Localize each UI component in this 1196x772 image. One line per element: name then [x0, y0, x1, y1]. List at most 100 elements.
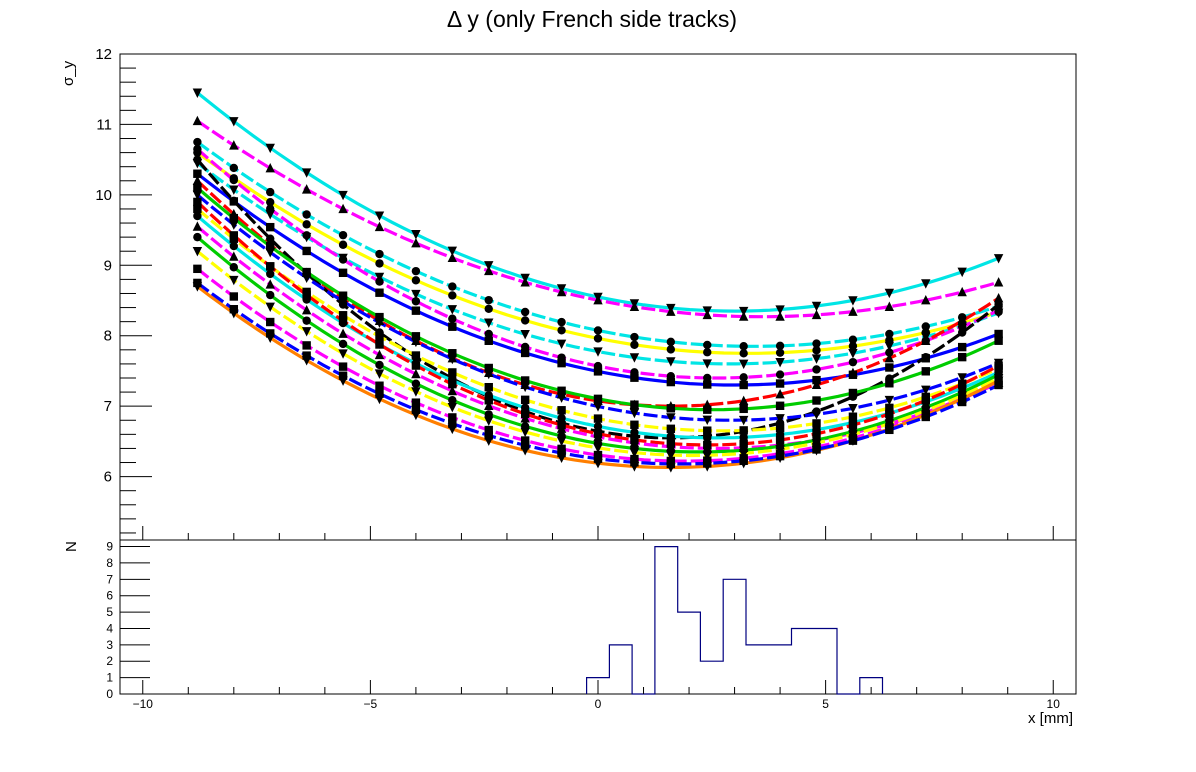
y-axis-label-bottom: N	[63, 541, 80, 552]
data-point-s17-p6	[411, 398, 421, 407]
data-point-s19-p13	[666, 459, 676, 469]
data-point-s9-p13	[666, 404, 676, 413]
data-point-s11-p5	[375, 332, 384, 341]
data-point-s4-p9	[520, 330, 530, 340]
data-point-s10-p9	[520, 382, 530, 393]
data-point-s0-p2	[265, 143, 275, 154]
data-point-s12-p12	[630, 428, 639, 437]
data-point-s5-p5	[375, 277, 384, 286]
data-point-s3-p10	[557, 326, 566, 335]
data-point-s1-p19	[884, 301, 895, 311]
data-point-s1-p10	[556, 286, 567, 297]
data-point-s16-p10	[556, 436, 567, 447]
bottom-y-tick-label-3: 3	[106, 638, 113, 652]
data-point-s11-p6	[411, 351, 421, 360]
data-point-s6-p19	[885, 363, 894, 372]
top-y-tick-label-3: 9	[104, 257, 112, 274]
data-point-s16-p0	[192, 247, 203, 257]
data-point-s10-p15	[738, 415, 749, 426]
data-point-s10-p0	[192, 190, 203, 201]
data-point-s2-p12	[630, 332, 639, 342]
data-point-s13-p19	[885, 409, 894, 419]
data-point-s5-p7	[448, 314, 457, 323]
data-point-s9-p15	[739, 404, 748, 414]
data-point-s8-p22	[994, 300, 1003, 309]
x-tick-label-3: 5	[822, 697, 829, 711]
data-point-s9-p3	[302, 267, 311, 277]
data-point-s16-p4	[338, 349, 348, 359]
data-point-s12-p13	[666, 431, 676, 441]
data-point-s3-p15	[739, 349, 748, 358]
data-point-s0-p18	[848, 296, 858, 306]
data-point-s6-p10	[557, 358, 566, 368]
data-point-s2-p6	[411, 266, 421, 276]
data-point-s11-p4	[338, 311, 348, 320]
data-point-s19-p5	[375, 389, 384, 398]
data-point-s6-p0	[193, 169, 202, 178]
data-point-s9-p18	[848, 388, 858, 398]
bottom-plot-frame	[119, 539, 1077, 695]
data-point-s11-p16	[775, 423, 785, 433]
data-point-s14-p7	[447, 385, 458, 396]
data-point-s4-p14	[702, 359, 712, 369]
data-point-s0-p5	[374, 211, 385, 221]
data-point-s7-p15	[738, 395, 749, 406]
data-point-s1-p6	[411, 237, 421, 248]
data-point-s1-p11	[593, 295, 603, 305]
data-point-s13-p0	[193, 197, 202, 207]
data-point-s19-p12	[630, 458, 639, 467]
data-point-s5-p4	[338, 255, 348, 264]
data-point-s6-p16	[775, 379, 785, 388]
data-point-s3-p13	[666, 345, 676, 354]
bottom-y-tick-label-2: 2	[106, 654, 113, 668]
data-point-s15-p7	[448, 395, 457, 405]
data-point-s4-p15	[738, 359, 749, 369]
data-point-s4-p11	[593, 347, 603, 357]
data-point-s17-p4	[338, 362, 348, 371]
data-point-s6-p2	[266, 222, 275, 232]
data-point-s9-p7	[448, 349, 457, 358]
data-point-s6-p15	[739, 380, 748, 390]
histogram-bin-4	[678, 612, 701, 694]
data-point-s16-p5	[374, 369, 385, 379]
data-point-s9-p21	[957, 352, 967, 362]
data-point-s15-p5	[375, 360, 384, 370]
data-point-s3-p17	[812, 346, 821, 355]
data-point-s12-p11	[593, 422, 603, 431]
data-point-s1-p22	[993, 277, 1004, 287]
data-point-s2-p20	[921, 322, 930, 331]
data-point-s1-p15	[738, 311, 749, 321]
data-point-s0-p20	[921, 279, 931, 289]
data-point-s13-p5	[375, 340, 384, 349]
data-point-s7-p20	[921, 335, 931, 346]
data-point-s11-p14	[703, 426, 712, 435]
data-point-s11-p19	[885, 403, 894, 413]
data-point-s17-p0	[193, 264, 202, 274]
data-point-s10-p8	[484, 369, 494, 380]
data-point-s14-p6	[411, 368, 421, 379]
bottom-y-tick-label-7: 7	[106, 572, 113, 586]
data-point-s2-p1	[229, 163, 239, 173]
data-point-s8-p1	[229, 196, 239, 206]
data-point-s3-p16	[775, 348, 785, 357]
data-point-s8-p21	[957, 328, 967, 337]
data-point-s1-p16	[775, 311, 785, 321]
data-point-s2-p13	[666, 337, 676, 347]
data-point-s1-p9	[520, 277, 530, 287]
data-point-s12-p10	[557, 413, 566, 423]
fit-curves-panel: 6 7 8 9 10 11 12 σ_y	[60, 46, 1077, 541]
data-point-s2-p8	[484, 295, 493, 305]
data-point-s0-p3	[301, 168, 312, 178]
y-axis-label-top: σ_y	[60, 60, 77, 86]
data-point-s5-p0	[193, 144, 202, 154]
data-point-s0-p19	[884, 288, 895, 299]
data-point-s9-p19	[885, 379, 894, 388]
data-point-s2-p18	[848, 335, 858, 344]
data-point-s11-p17	[812, 419, 821, 428]
data-point-s4-p18	[848, 349, 858, 359]
data-point-s5-p14	[703, 373, 712, 383]
data-point-s0-p17	[811, 301, 822, 312]
data-point-s8-p20	[921, 353, 930, 362]
data-point-s6-p14	[703, 380, 712, 389]
data-point-s2-p3	[302, 210, 311, 219]
